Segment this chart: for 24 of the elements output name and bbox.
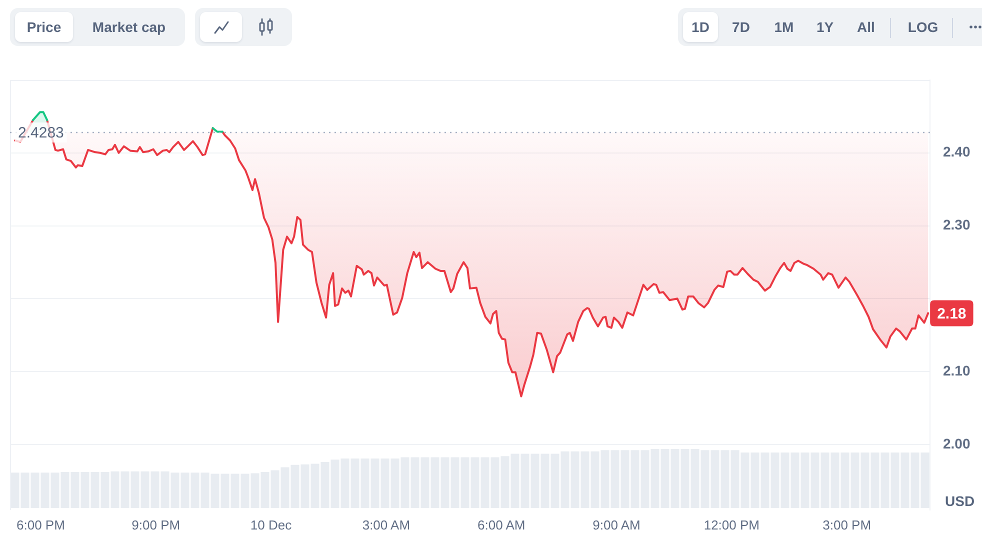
button[interactable]: 1Y (806, 12, 844, 42)
x-tick-label: 12:00 PM (704, 517, 760, 532)
x-tick-label: 9:00 AM (592, 517, 640, 532)
y-axis-title: USD (945, 492, 975, 509)
button[interactable]: Market cap (78, 12, 180, 42)
y-tick-label: 2.30 (943, 216, 970, 233)
ref-line-label: 2.4283 (18, 124, 64, 142)
y-tick-label: 2.40 (943, 144, 970, 160)
x-tick-label: 10 Dec (250, 517, 292, 532)
button[interactable]: All (848, 12, 884, 42)
x-tick-label: 9:00 PM (132, 517, 180, 532)
button[interactable]: 7D (723, 12, 759, 42)
button[interactable]: Price (15, 12, 73, 42)
x-tick-label: 3:00 AM (362, 517, 410, 532)
x-tick-label: 6:00 AM (478, 517, 526, 532)
x-tick-label: 3:00 PM (822, 517, 872, 532)
x-tick-label: 6:00 PM (16, 517, 65, 532)
annotation: 2.18 (937, 305, 966, 322)
y-tick-label: 2.00 (943, 435, 970, 452)
button[interactable]: 1M (764, 12, 804, 42)
button[interactable]: 1D (683, 12, 718, 42)
button[interactable] (200, 12, 242, 42)
y-tick-label: 2.10 (943, 362, 970, 378)
button[interactable]: LOG (900, 12, 946, 42)
